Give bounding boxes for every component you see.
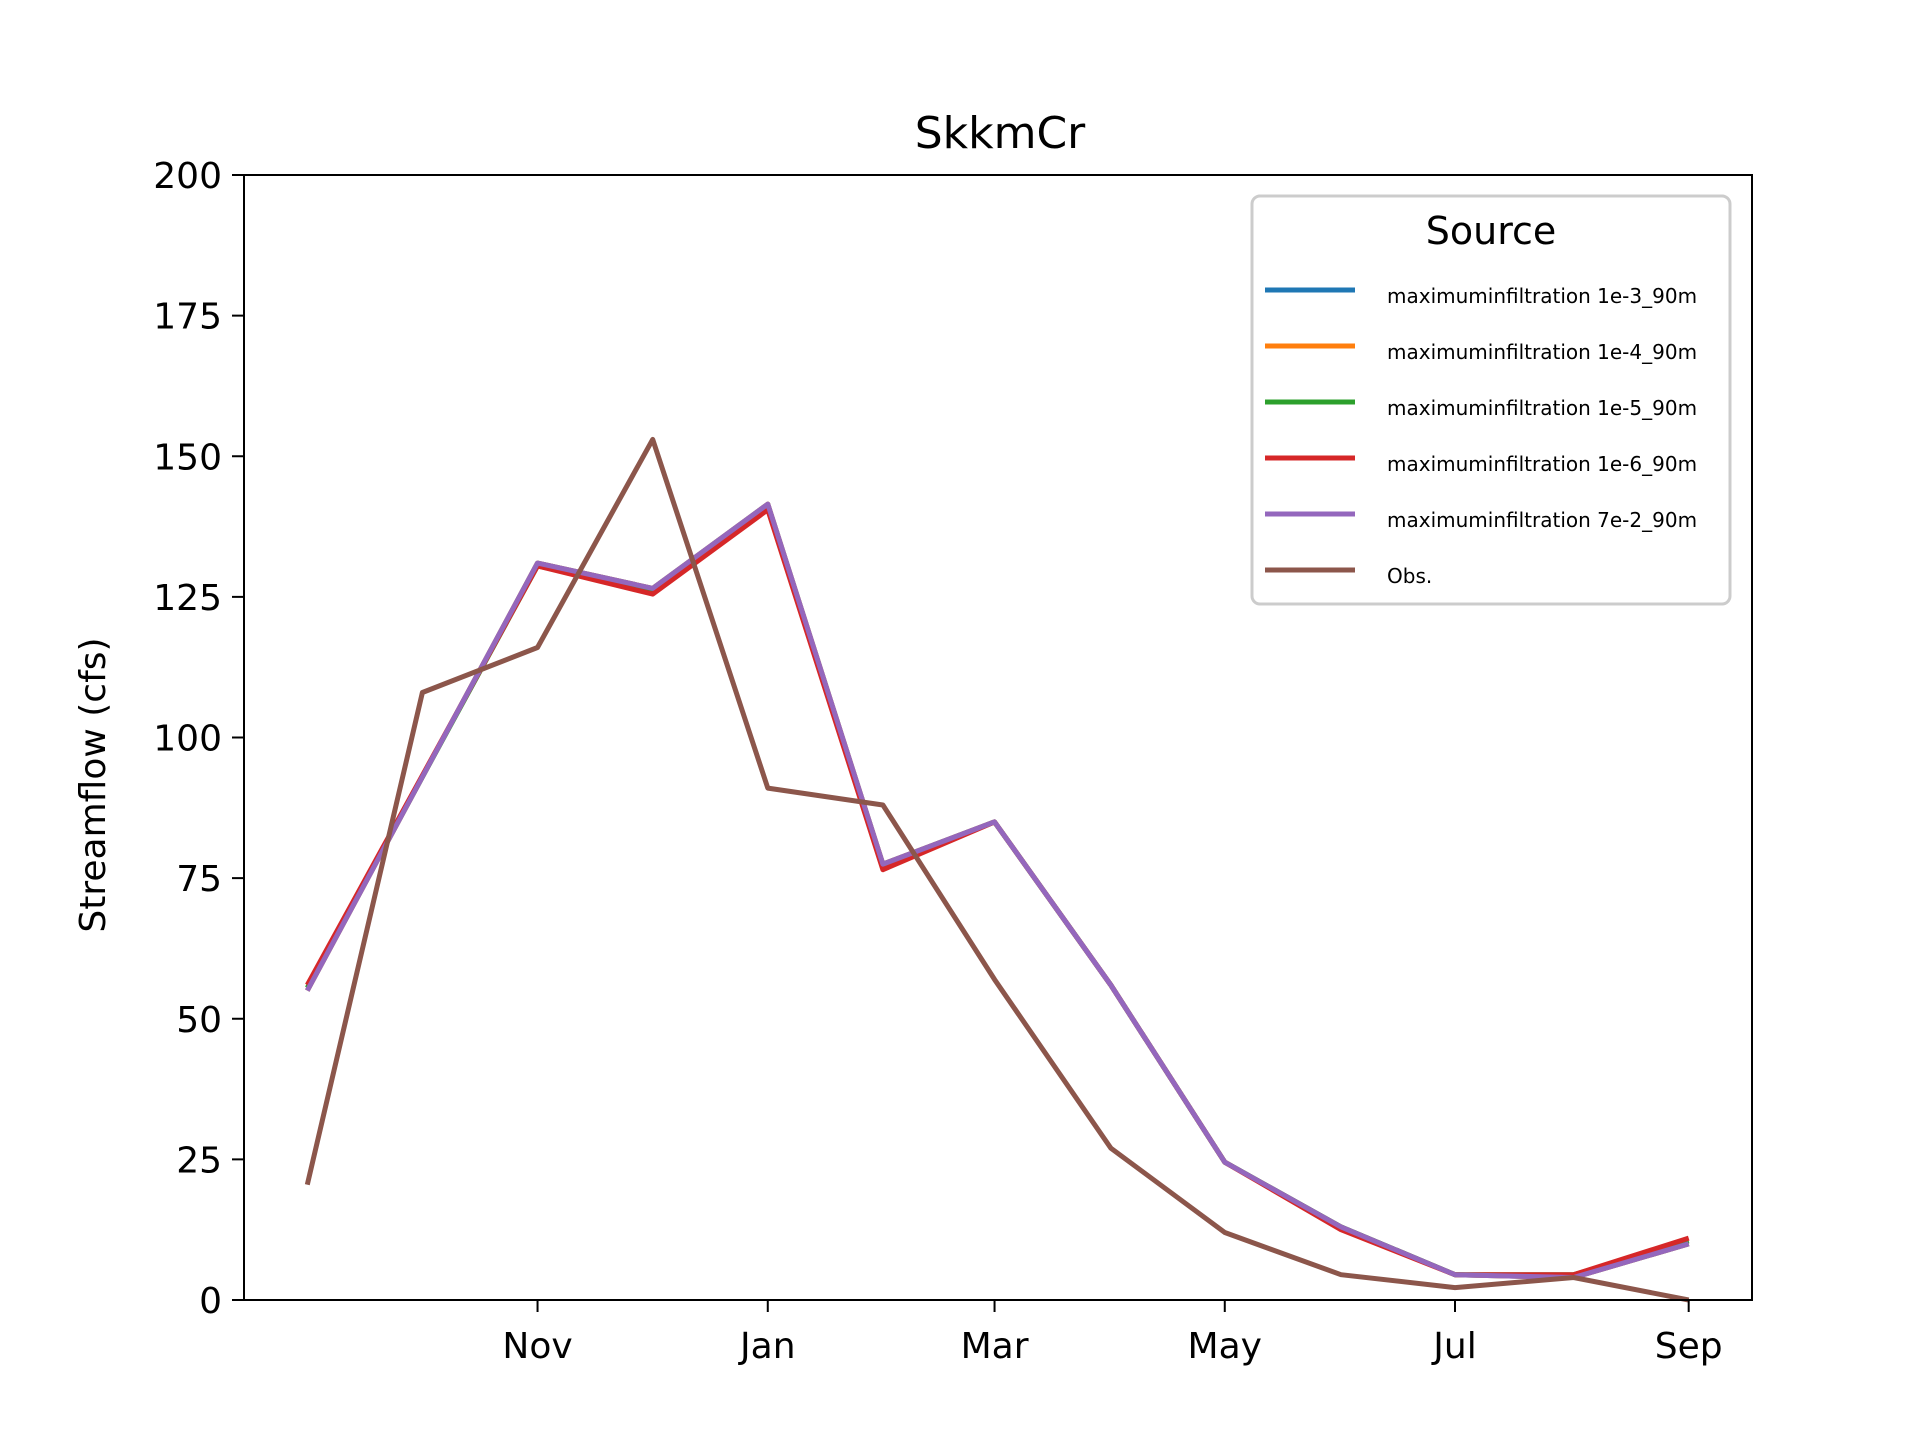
legend-title: Source — [1426, 209, 1557, 253]
legend-entry-label: Obs. — [1387, 564, 1432, 588]
y-tick-label: 50 — [176, 1000, 222, 1041]
legend-entry-label: maximuminfiltration 7e-2_90m — [1387, 508, 1697, 532]
legend-items: maximuminfiltration 1e-3_90m maximuminfil… — [1265, 284, 1697, 588]
chart-title: SkkmCr — [915, 108, 1086, 159]
y-axis: 0 25 50 75 100 125 150 175 200 — [153, 156, 244, 1322]
x-tick-label: Sep — [1655, 1326, 1723, 1367]
y-axis-label: Streamflow (cfs) — [73, 637, 114, 932]
y-tick-label: 200 — [153, 156, 222, 197]
x-tick-label: Mar — [961, 1326, 1029, 1367]
y-tick-label: 75 — [176, 859, 222, 900]
x-tick-label: Jan — [738, 1326, 796, 1367]
legend-box — [1250, 194, 1732, 606]
legend-entry-label: maximuminfiltration 1e-5_90m — [1387, 396, 1697, 420]
x-tick-label: May — [1188, 1326, 1262, 1367]
series-line-4 — [305, 501, 1690, 1280]
y-tick-label: 100 — [153, 719, 222, 760]
series-line-5 — [304, 436, 1690, 1303]
y-tick-label: 25 — [176, 1140, 222, 1181]
legend-entry-label: maximuminfiltration 1e-4_90m — [1387, 340, 1697, 364]
legend-entry-label: maximuminfiltration 1e-6_90m — [1387, 452, 1697, 476]
legend: Source maximuminfiltration 1e-3_90mmaxim… — [1250, 194, 1732, 606]
lines-layer — [304, 436, 1690, 1303]
y-tick-label: 0 — [199, 1281, 222, 1322]
y-tick-label: 150 — [153, 437, 222, 478]
legend-entry-label: maximuminfiltration 1e-3_90m — [1387, 284, 1697, 308]
x-axis: Nov Jan Mar May Jul Sep — [502, 1300, 1723, 1367]
x-tick-label: Jul — [1431, 1326, 1476, 1367]
x-tick-label: Nov — [502, 1326, 572, 1367]
y-tick-label: 125 — [153, 578, 222, 619]
y-tick-label: 175 — [153, 297, 222, 338]
